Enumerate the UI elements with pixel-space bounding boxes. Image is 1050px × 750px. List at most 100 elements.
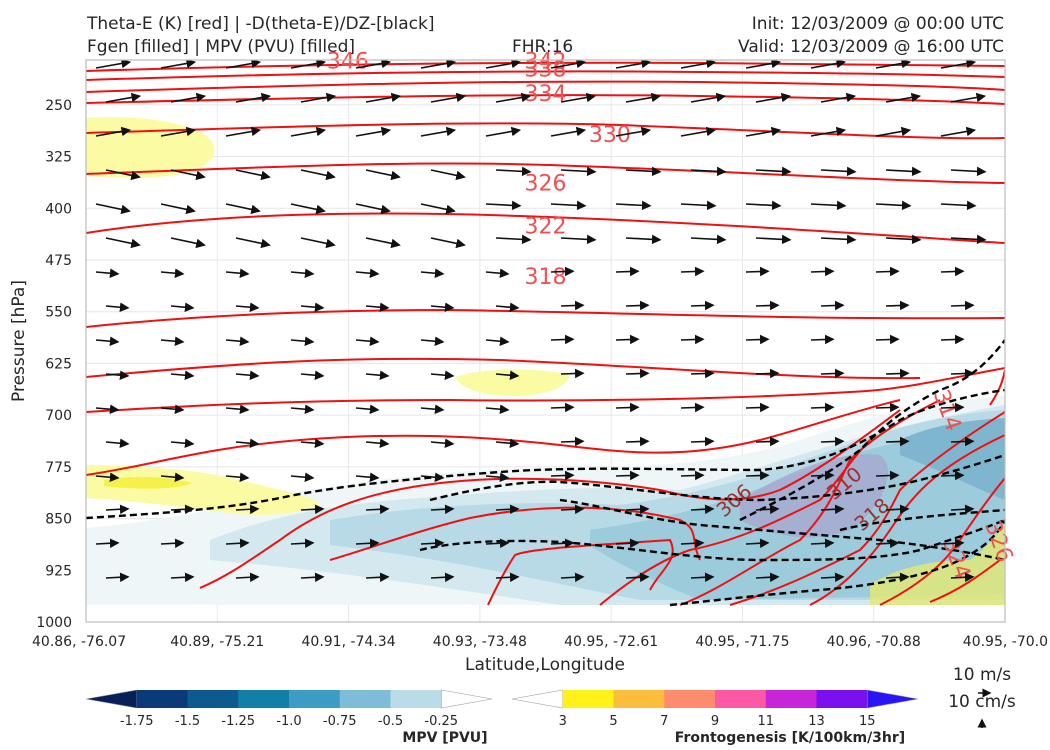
wind-vector xyxy=(95,472,120,483)
wind-vector xyxy=(485,268,510,279)
colorbar-swatch xyxy=(765,690,817,708)
wind-vector xyxy=(95,404,120,415)
wind-vector xyxy=(875,402,900,413)
x-axis-ticks: 40.86, -76.07 40.89, -75.21 40.91, -74.34 4… xyxy=(32,634,1048,650)
wind-vector xyxy=(170,92,207,103)
wind-vector xyxy=(160,538,185,549)
wind-vector xyxy=(885,300,910,311)
wind-vector xyxy=(495,370,520,381)
wind-vector xyxy=(680,402,705,413)
y-tick-label: 775 xyxy=(45,460,72,476)
colorbar-swatch xyxy=(85,689,138,709)
wind-vector xyxy=(355,126,392,137)
wind-vector xyxy=(235,92,272,103)
wind-vector xyxy=(550,266,575,277)
wind-vector xyxy=(170,504,195,515)
fgen-fill-corner xyxy=(870,520,1005,605)
wind-vector xyxy=(755,572,780,583)
y-axis-label: Pressure [hPa] xyxy=(9,280,29,402)
wind-vector xyxy=(495,166,532,177)
wind-vector xyxy=(820,572,845,583)
colorbar-swatch xyxy=(511,689,564,709)
wind-vector xyxy=(820,166,857,177)
wind-vector xyxy=(950,166,987,177)
wind-vector xyxy=(560,234,597,245)
wind-vector xyxy=(680,538,705,549)
wind-vector xyxy=(235,504,260,515)
y-tick-label: 1000 xyxy=(36,615,72,631)
frontogenesis-colorbar-title: Frontogenesis [K/100km/3hr] xyxy=(675,730,905,746)
wind-vector xyxy=(940,60,977,69)
wind-vector xyxy=(560,92,597,103)
wind-vector xyxy=(170,237,206,249)
wind-vector xyxy=(1006,204,1040,206)
wind-vector xyxy=(420,336,445,347)
wind-vector xyxy=(810,126,847,137)
wind-vector xyxy=(625,436,650,447)
wind-vector xyxy=(745,538,770,549)
wind-vector xyxy=(420,472,445,483)
wind-vector xyxy=(755,234,792,245)
wind-vector xyxy=(225,203,261,215)
wind-vector xyxy=(225,404,250,415)
wind-vector xyxy=(560,368,585,379)
wind-vector xyxy=(235,169,271,181)
colorbar-tick-label: 3 xyxy=(559,714,567,729)
mpv-fill-blue4 xyxy=(900,418,1005,500)
wind-vector xyxy=(885,166,922,177)
wind-vector xyxy=(690,92,727,103)
wind-vector xyxy=(290,268,315,279)
forecast-hour: FHR:16 xyxy=(512,37,574,57)
colorbar-swatch xyxy=(187,690,239,708)
wind-vector xyxy=(680,266,705,277)
wind-vector xyxy=(745,200,782,211)
colorbar-swatch xyxy=(562,690,614,708)
wind-vector xyxy=(430,302,455,313)
frontogenesis-colorbar: 3 5 7 9 11 13 15 xyxy=(511,689,919,729)
chart-title-line2: Fgen [filled] | MPV (PVU) [filled] xyxy=(87,37,356,57)
wind-vector xyxy=(160,60,197,69)
wind-vector xyxy=(625,166,662,177)
wind-vector xyxy=(940,538,965,549)
wind-vector xyxy=(235,370,260,381)
wind-vector xyxy=(365,169,401,181)
wind-vector xyxy=(355,538,380,549)
wind-vector xyxy=(355,203,391,215)
wind-vector xyxy=(160,203,196,215)
wind-vector xyxy=(430,572,455,583)
y-tick-label: 550 xyxy=(45,305,72,321)
mpv-colorbar: -1.75 -1.5 -1.25 -1.0 -0.75 -0.5 -0.25 xyxy=(85,689,493,729)
wind-vector xyxy=(95,268,120,279)
wind-vector xyxy=(300,438,325,449)
wind-key-horizontal: 10 m/s xyxy=(953,665,1011,685)
wind-vector xyxy=(560,166,597,177)
colorbar-tick-label: -0.75 xyxy=(323,714,357,729)
wind-vector xyxy=(420,60,457,69)
theta-e-label: 334 xyxy=(525,82,567,107)
wind-vector xyxy=(680,334,705,345)
wind-vector xyxy=(690,300,715,311)
wind-vector xyxy=(1016,373,1038,374)
wind-vector xyxy=(430,169,466,181)
colorbar-swatch xyxy=(664,690,716,708)
wind-vector xyxy=(355,404,380,415)
wind-vector xyxy=(300,169,336,181)
dtheta-e-dz-contours xyxy=(86,339,1005,607)
wind-vector xyxy=(495,234,532,245)
fgen-fill-mid xyxy=(455,369,570,397)
wind-vector xyxy=(170,572,195,583)
wind-vector xyxy=(365,302,390,313)
colorbar-swatch xyxy=(136,690,188,708)
wind-vector xyxy=(495,438,520,449)
wind-vector xyxy=(625,234,662,245)
x-tick-label: 40.95, -71.75 xyxy=(695,634,789,650)
colorbar-tick-label: 9 xyxy=(711,714,719,729)
wind-vector xyxy=(560,572,585,583)
wind-vector xyxy=(495,92,532,103)
wind-vector xyxy=(1006,339,1028,340)
wind-vector xyxy=(300,504,325,515)
wind-vector xyxy=(950,436,975,447)
wind-vector xyxy=(940,200,977,211)
wind-vector xyxy=(355,472,380,483)
